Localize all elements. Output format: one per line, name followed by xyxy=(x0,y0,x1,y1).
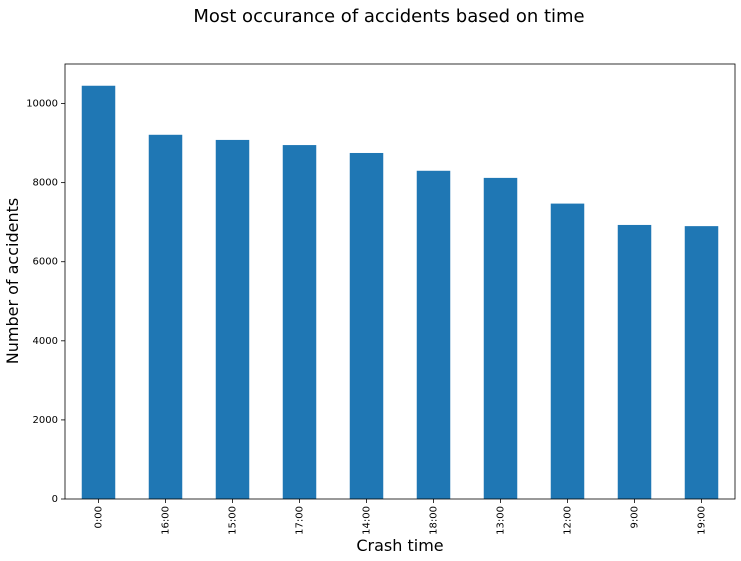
x-axis-ticks: 0:00 16:00 15:00 17:00 14:00 18:00 13:00 12:00 9… xyxy=(94,499,708,535)
bar-15:00 xyxy=(215,139,250,499)
x-axis-label: Crash time xyxy=(356,536,443,555)
x-tick-label: 15:00 xyxy=(228,506,239,535)
bar-18:00 xyxy=(416,170,451,500)
bar-17:00 xyxy=(282,145,317,499)
plot-frame xyxy=(64,63,736,500)
x-tick-label: 19:00 xyxy=(697,506,708,535)
chart-title: Most occurance of accidents based on tim… xyxy=(193,6,584,27)
x-tick-label: 16:00 xyxy=(161,506,172,535)
y-tick-label: 6000 xyxy=(33,257,58,268)
bars-group xyxy=(81,85,719,500)
y-tick-label: 8000 xyxy=(33,178,58,189)
bar-14:00 xyxy=(349,152,384,499)
x-tick-label: 14:00 xyxy=(362,506,373,535)
y-axis-label: Number of accidents xyxy=(3,198,22,364)
y-tick-label: 2000 xyxy=(33,415,58,426)
y-axis-ticks: 0 2000 4000 6000 8000 10000 xyxy=(26,99,65,505)
x-tick-label: 12:00 xyxy=(563,506,574,535)
y-tick-label: 0 xyxy=(52,494,58,505)
y-tick-label: 4000 xyxy=(33,336,58,347)
bar-13:00 xyxy=(483,177,518,499)
y-tick-label: 10000 xyxy=(26,99,58,110)
bar-12:00 xyxy=(550,203,585,499)
bar-16:00 xyxy=(148,134,183,499)
bar-19:00 xyxy=(684,226,719,500)
x-tick-label: 9:00 xyxy=(630,506,641,528)
bar-9:00 xyxy=(617,224,652,499)
x-tick-label: 13:00 xyxy=(496,506,507,535)
x-tick-label: 0:00 xyxy=(94,506,105,528)
bar-0:00 xyxy=(81,85,116,499)
x-tick-label: 17:00 xyxy=(295,506,306,535)
x-tick-label: 18:00 xyxy=(429,506,440,535)
